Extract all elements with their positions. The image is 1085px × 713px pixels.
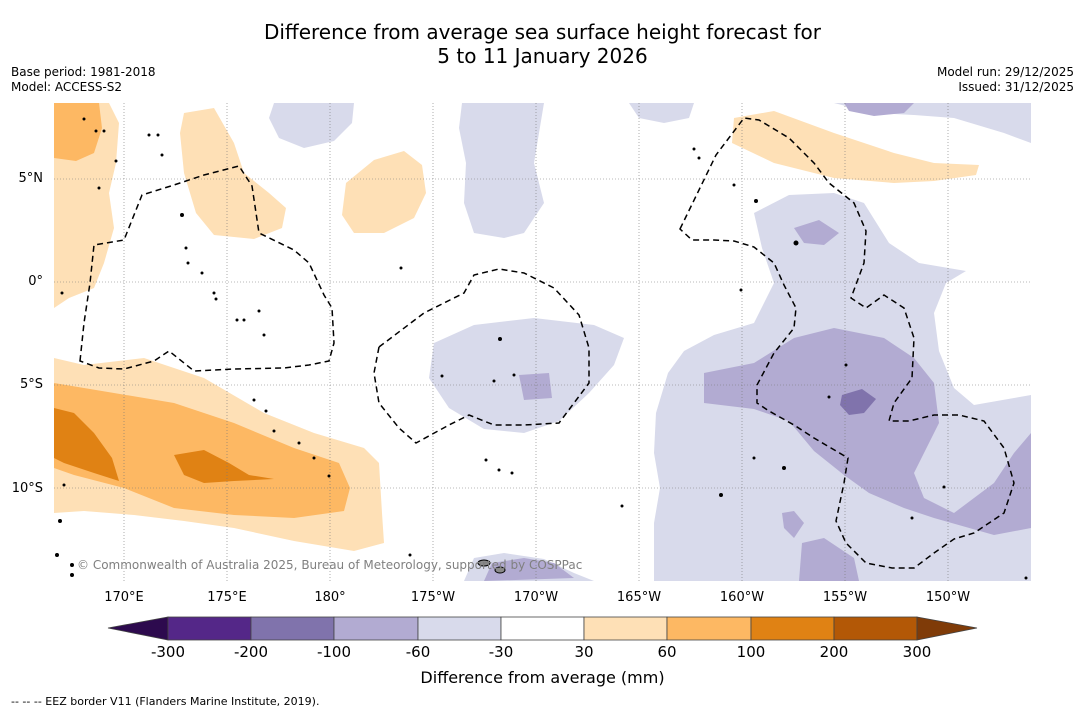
copyright-notice: © Commonwealth of Australia 2025, Bureau… xyxy=(77,558,583,572)
lat-label-5n: 5°N xyxy=(18,171,44,186)
lon-label-170e: 170°E xyxy=(104,590,144,605)
lon-label-165w: 165°W xyxy=(616,590,662,605)
colorbar-tick-300: 300 xyxy=(902,643,932,661)
colorbar-tick-30: 30 xyxy=(574,643,594,661)
colorbar-extend-low xyxy=(107,616,169,641)
colorbar-bin-neutral xyxy=(500,616,585,641)
colorbar-tick-minus100: -100 xyxy=(316,643,352,661)
lon-label-180: 180° xyxy=(314,590,346,605)
lon-label-175e: 175°E xyxy=(207,590,247,605)
lon-label-155w: 155°W xyxy=(822,590,868,605)
colorbar-tick-100: 100 xyxy=(736,643,766,661)
colorbar-bin-200 xyxy=(833,616,918,641)
colorbar-tick-minus60: -60 xyxy=(405,643,431,661)
colorbar-bin-minus300 xyxy=(167,616,252,641)
colorbar-bin-30 xyxy=(583,616,668,641)
eez-footnote: -- -- -- EEZ border V11 (Flanders Marine… xyxy=(11,695,320,708)
lat-label-equator: 0° xyxy=(28,274,43,289)
colorbar-tick-60: 60 xyxy=(657,643,677,661)
islands xyxy=(55,117,1028,580)
lon-label-175w: 175°W xyxy=(410,590,456,605)
gridlines xyxy=(54,103,1031,581)
colorbar-label: Difference from average (mm) xyxy=(420,668,665,687)
map-canvas xyxy=(54,103,1031,581)
colorbar-tick-200: 200 xyxy=(819,643,849,661)
colorbar-bin-minus60 xyxy=(417,616,502,641)
lat-label-10s: 10°S xyxy=(11,481,43,496)
title-line-1: Difference from average sea surface heig… xyxy=(263,20,822,44)
lat-label-5s: 5°S xyxy=(19,377,43,392)
map-title: Difference from average sea surface heig… xyxy=(0,20,1085,68)
anomaly-minus100-minus60 xyxy=(484,103,1031,581)
model-run: Model run: 29/12/2025 xyxy=(936,65,1074,79)
colorbar-bin-60 xyxy=(666,616,752,641)
map-panel xyxy=(54,103,1031,581)
eez-borders xyxy=(79,117,1015,569)
colorbar-extend-high xyxy=(916,616,978,641)
base-period: Base period: 1981-2018 xyxy=(11,65,156,79)
meta-right: Model run: 29/12/2025 Issued: 31/12/2025 xyxy=(937,65,1074,95)
colorbar-bin-minus100 xyxy=(333,616,419,641)
meta-left: Base period: 1981-2018 Model: ACCESS-S2 xyxy=(11,65,156,95)
colorbar xyxy=(107,616,978,641)
model-name: Model: ACCESS-S2 xyxy=(11,80,123,94)
anomaly-minus200-minus100 xyxy=(840,389,876,415)
anomaly-100-200 xyxy=(54,408,274,483)
colorbar-tick-minus200: -200 xyxy=(233,643,269,661)
lon-label-170w: 170°W xyxy=(513,590,559,605)
issued-date: Issued: 31/12/2025 xyxy=(958,80,1074,94)
lon-label-150w: 150°W xyxy=(925,590,971,605)
colorbar-tick-minus30: -30 xyxy=(488,643,514,661)
title-line-2: 5 to 11 January 2026 xyxy=(437,44,648,68)
colorbar-bin-100 xyxy=(750,616,835,641)
colorbar-tick-minus300: -300 xyxy=(150,643,186,661)
lon-label-160w: 160°W xyxy=(719,590,765,605)
colorbar-bin-minus200 xyxy=(250,616,335,641)
